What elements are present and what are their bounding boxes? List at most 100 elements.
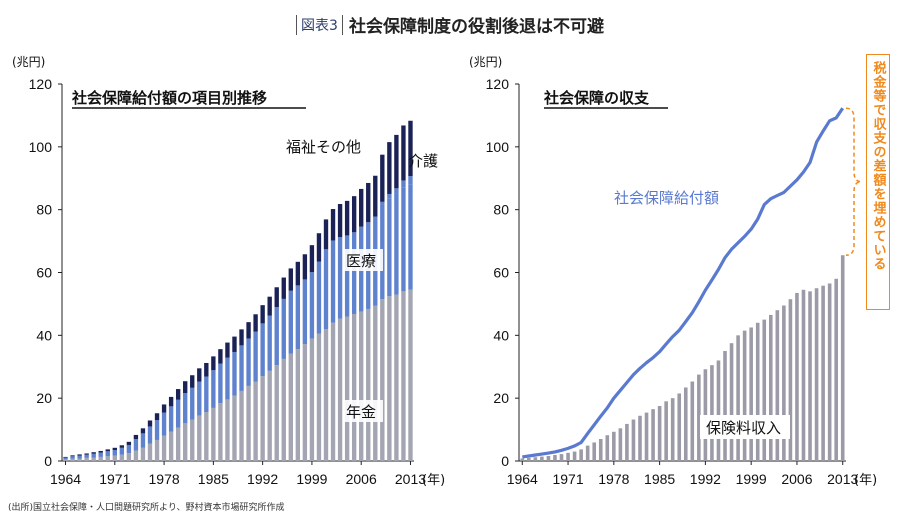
left-bar-年金-1990 (246, 385, 251, 461)
left-bar-医療-1972 (119, 447, 125, 455)
left-bar-年金-1987 (225, 399, 230, 461)
left-bar-福祉その他-1994 (274, 287, 279, 308)
left-bar-医療-1994 (274, 307, 279, 366)
figure-title: 社会保障制度の役割後退は不可避 (348, 17, 604, 37)
left-bar-福祉その他-2007 (366, 182, 371, 223)
left-bar-年金-1970 (105, 456, 110, 461)
left-bar-医療-1976 (147, 426, 153, 444)
right-bar-income-1994 (716, 360, 721, 461)
right-bar-income-1980 (625, 423, 629, 461)
left-bar-医療-1978 (161, 412, 167, 436)
label-income: 保険料収入 (706, 419, 781, 437)
left-bar-年金-1983 (197, 415, 202, 461)
left-bar-年金-1988 (232, 395, 237, 461)
left-bar-医療-2012 (401, 187, 406, 292)
right-bar-income-1993 (710, 365, 714, 461)
right-bar-income-1997 (736, 335, 740, 461)
left-bar-福祉その他-1979 (168, 396, 174, 407)
left-bar-年金-1991 (253, 381, 258, 461)
left-bar-医療-1986 (218, 363, 223, 404)
left-bar-福祉その他-2000 (316, 233, 322, 262)
left-bar-福祉その他-1992 (260, 305, 265, 324)
left-bar-年金-1973 (126, 453, 132, 461)
left-bar-年金-2011 (394, 294, 399, 461)
right-x-tick-label: 1964 (507, 471, 538, 487)
left-bar-年金-1996 (288, 353, 293, 461)
left-bar-医療-1975 (140, 433, 146, 448)
left-bar-年金-1980 (175, 427, 181, 461)
left-bar-医療-2004 (344, 235, 350, 317)
left-bar-年金-1986 (218, 403, 223, 461)
left-bar-福祉その他-1966 (77, 454, 82, 456)
right-bar-income-2007 (801, 289, 806, 461)
callout-box: 税金等で収支の差額を埋めている (866, 54, 890, 310)
left-bar-医療-2003 (337, 236, 343, 319)
left-bar-医療-1977 (154, 420, 160, 440)
left-bar-福祉その他-1980 (175, 389, 181, 400)
left-bar-福祉その他-1970 (105, 449, 110, 452)
left-bar-年金-1994 (274, 365, 279, 461)
right-y-tick-label: 0 (501, 453, 509, 469)
right-x-tick-label: 1999 (736, 471, 767, 487)
left-bar-医療-1981 (183, 393, 188, 424)
left-bar-年金-1984 (204, 411, 209, 461)
right-bar-income-1988 (677, 393, 682, 461)
left-x-tick-label: 1992 (247, 471, 278, 487)
left-bar-福祉その他-2012 (401, 125, 406, 181)
left-y-tick-label: 80 (36, 202, 52, 218)
left-bar-医療-1983 (197, 381, 202, 416)
left-bar-福祉その他-1986 (218, 349, 223, 364)
left-y-tick-label: 100 (29, 139, 53, 155)
left-bar-福祉その他-1971 (112, 447, 117, 451)
left-bar-福祉その他-2010 (387, 142, 392, 194)
left-bar-福祉その他-1985 (211, 356, 216, 371)
left-bar-介護-2012 (401, 180, 406, 188)
right-bar-income-2013 (840, 255, 845, 461)
left-bar-福祉その他-1988 (232, 336, 237, 352)
left-bar-年金-2007 (366, 308, 371, 461)
left-bar-年金-2000 (316, 333, 322, 461)
right-x-tick-label: 1971 (552, 471, 583, 487)
left-y-tick-label: 120 (29, 76, 53, 92)
left-bar-年金-1975 (140, 447, 146, 461)
left-bar-年金-1966 (77, 458, 82, 461)
left-bar-医療-1966 (77, 455, 82, 459)
right-bar-income-1986 (664, 401, 668, 461)
right-bar-income-1967 (540, 456, 544, 461)
left-bar-年金-1976 (147, 443, 153, 461)
left-x-tick-label: 1978 (149, 471, 180, 487)
label-income-bg (700, 415, 790, 439)
left-bar-福祉その他-1999 (309, 245, 315, 273)
right-y-tick-label: 20 (493, 390, 509, 406)
right-bar-income-1981 (631, 419, 636, 461)
left-bar-年金-1995 (281, 358, 286, 461)
right-bar-income-1987 (670, 398, 675, 461)
callout-text: 税金等で収支の差額を埋めている (870, 61, 886, 271)
left-bar-福祉その他-1973 (126, 441, 132, 445)
right-y-tick-label: 40 (493, 327, 509, 343)
right-bar-income-2006 (795, 292, 799, 461)
left-bar-年金-1964 (63, 459, 68, 461)
left-bar-年金-1965 (70, 458, 75, 461)
right-bar-income-1974 (585, 445, 590, 461)
right-x-tick-label: 1978 (598, 471, 629, 487)
left-bar-福祉その他-1975 (140, 428, 146, 434)
right-chart-title: 社会保障の収支 (543, 89, 650, 107)
left-bar-年金-1977 (154, 439, 160, 461)
left-x-tick-label: 1999 (296, 471, 327, 487)
left-bar-医療-1990 (246, 338, 251, 386)
left-x-tick-label: 1964 (50, 471, 81, 487)
right-bar-income-2011 (827, 283, 832, 461)
left-y-tick-label: 40 (36, 327, 52, 343)
label-welfare: 福祉その他 (286, 138, 361, 156)
left-bar-福祉その他-1967 (84, 453, 89, 455)
left-y-axis-title: (兆円) (12, 55, 45, 69)
left-y-tick-label: 20 (36, 390, 52, 406)
right-bar-income-1971 (566, 452, 570, 461)
left-bar-年金-1997 (295, 349, 301, 461)
left-bar-医療-1982 (190, 387, 195, 420)
left-bar-医療-2011 (394, 193, 399, 295)
left-bar-医療-1985 (211, 370, 216, 408)
left-bar-医療-1967 (84, 454, 89, 458)
left-bar-福祉その他-1964 (63, 456, 68, 458)
